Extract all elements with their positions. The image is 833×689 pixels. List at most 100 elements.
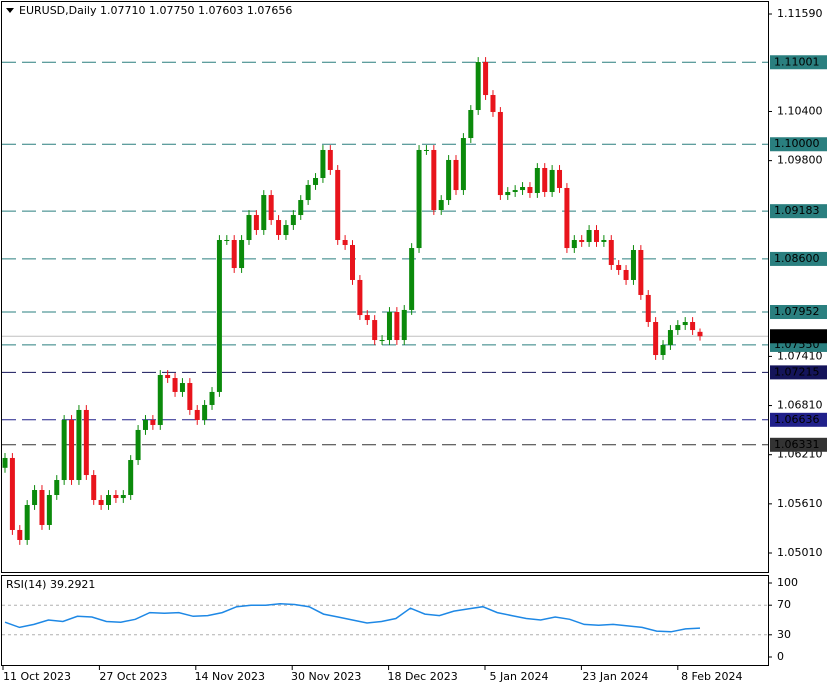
candle-body (630, 249, 636, 280)
level-label: 1.06636 (774, 413, 820, 426)
candle-body (527, 187, 533, 193)
candle-body (497, 111, 503, 196)
y-tick-label: 1.06810 (777, 399, 823, 412)
x-tick-label: 14 Nov 2023 (195, 670, 265, 683)
candle-body (667, 330, 673, 346)
candle-body (438, 200, 444, 211)
candle-body (61, 419, 67, 481)
candle-body (431, 149, 437, 211)
menu-arrow (6, 8, 14, 13)
candle-body (165, 374, 171, 379)
y-tick-label: 1.09800 (777, 154, 823, 167)
candle-body (505, 192, 511, 196)
candle-body (579, 240, 585, 242)
candle-body (261, 195, 267, 231)
rsi-line (4, 602, 701, 633)
candle-body (157, 374, 163, 425)
candle-body (468, 110, 474, 139)
candle-body (253, 215, 259, 231)
candle-body (46, 495, 52, 525)
candle-body (327, 149, 333, 170)
candle-body (616, 264, 622, 270)
candle-body (586, 230, 592, 242)
candle-body (239, 240, 245, 269)
current-price-label: 1.07656 (774, 329, 820, 342)
candle-body (690, 322, 696, 331)
candle-body (142, 419, 148, 430)
level-label: 1.11001 (774, 55, 820, 68)
candle-body (150, 419, 156, 425)
x-tick-label: 18 Dec 2023 (387, 670, 457, 683)
candle-body (423, 149, 429, 151)
candle-body (416, 149, 422, 249)
y-tick-label: 1.05610 (777, 497, 823, 510)
candle-body (91, 475, 97, 500)
candle-body (24, 504, 30, 540)
candle-body (320, 149, 326, 178)
level-label-box (770, 305, 827, 320)
candle-body (697, 331, 703, 337)
level-label-box (770, 204, 827, 219)
candle-body (209, 391, 215, 405)
candle-body (120, 495, 126, 499)
candle-body (9, 457, 15, 530)
x-tick-label: 30 Nov 2023 (291, 670, 361, 683)
candle-body (542, 168, 548, 193)
rsi-pane (1, 575, 769, 666)
x-tick-label: 23 Jan 2024 (582, 670, 648, 683)
candle-body (483, 62, 489, 96)
candle-body (608, 240, 614, 265)
candle-body (675, 325, 681, 331)
candle-body (113, 495, 119, 499)
candle-body (350, 245, 355, 280)
candle-body (409, 248, 415, 310)
y-tick-label: 70 (777, 598, 791, 611)
y-tick-label: 1.07410 (777, 349, 823, 362)
level-label: 1.08600 (774, 252, 820, 265)
candle-body (549, 169, 555, 193)
candle-body (593, 230, 599, 242)
y-tick-label: 100 (777, 576, 798, 589)
candle-body (179, 383, 185, 392)
candle-body (653, 322, 659, 356)
candle-body (135, 429, 141, 461)
level-label-box (770, 251, 827, 266)
candle-body (246, 215, 252, 241)
level-label: 1.10000 (774, 137, 820, 150)
candle-body (682, 322, 688, 326)
candle-body (335, 169, 341, 241)
candle-body (17, 529, 23, 540)
candle-body (276, 220, 282, 236)
candle-body (32, 490, 38, 505)
main-pane (1, 1, 769, 573)
candle-body (187, 383, 193, 410)
candle-body (216, 240, 222, 392)
candle-body (557, 169, 563, 188)
candle-body (290, 215, 296, 226)
candle-body (172, 378, 178, 392)
candle-body (534, 168, 540, 193)
candle-body (638, 249, 644, 295)
candle-body (490, 95, 496, 112)
candle-body (128, 460, 134, 496)
candle-body (601, 240, 607, 242)
candle-body (453, 159, 459, 191)
y-tick-label: 1.05010 (777, 546, 823, 559)
y-tick-label: 1.11590 (777, 7, 823, 20)
level-label: 1.07215 (774, 365, 820, 378)
candle-body (305, 184, 311, 201)
candle-body (76, 409, 82, 481)
candle-body (520, 187, 526, 191)
candle-body (83, 409, 89, 476)
rsi-title: RSI(14) 39.2921 (6, 578, 95, 591)
candle-body (460, 138, 466, 191)
level-label: 1.06331 (774, 438, 820, 451)
level-label: 1.07952 (774, 305, 820, 318)
candle-body (512, 190, 518, 193)
candle-body (69, 419, 75, 481)
level-label: 1.09183 (774, 204, 820, 217)
level-label-box (770, 137, 827, 152)
candle-body (224, 240, 230, 242)
candle-body (98, 499, 104, 505)
